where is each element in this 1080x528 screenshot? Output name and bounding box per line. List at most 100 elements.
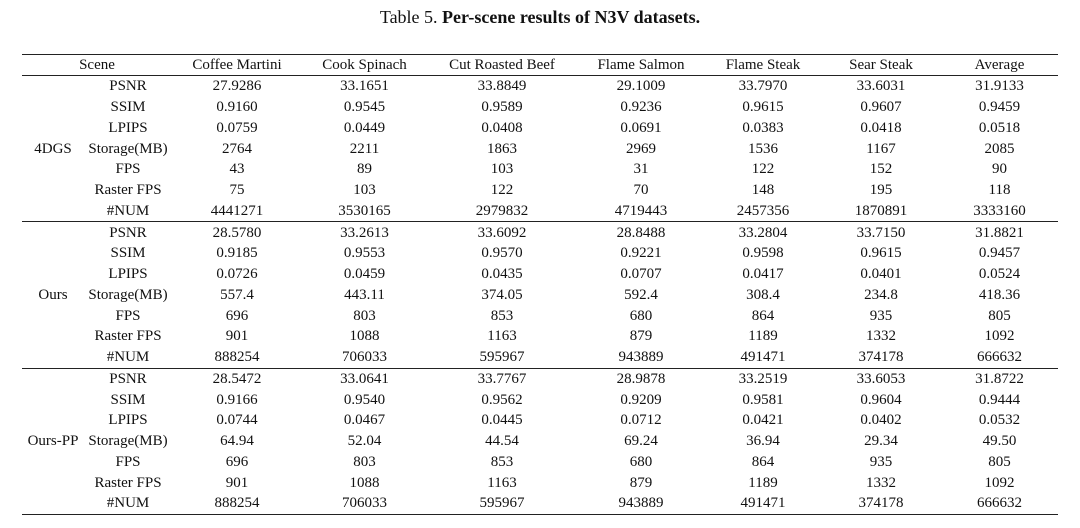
header-cell-scene: Scene <box>79 57 115 73</box>
value-cell: 103 <box>490 161 514 178</box>
value-cell: 805 <box>988 307 1011 324</box>
table-row: #NUM 888254 706033 595967 943889 491471 374178… <box>22 493 1058 514</box>
value-cell: 28.9878 <box>616 370 666 387</box>
value-cell: 33.7150 <box>856 224 906 241</box>
table-row: LPIPS 0.0744 0.0467 0.0445 0.0712 0.0421 0.040… <box>22 410 1058 431</box>
value-cell: 0.0402 <box>860 412 902 429</box>
value-cell: 33.0641 <box>340 370 389 387</box>
value-cell: 696 <box>225 453 249 470</box>
value-cell: 0.9545 <box>343 99 386 116</box>
value-cell: 0.9540 <box>343 391 386 408</box>
value-cell: 0.0691 <box>620 119 662 136</box>
value-cell: 0.0417 <box>742 266 784 283</box>
method-name-cell: 4DGS <box>34 140 72 157</box>
value-cell: 2764 <box>222 140 253 157</box>
value-cell: 0.0467 <box>343 412 386 429</box>
value-cell: 696 <box>225 307 249 324</box>
value-cell: 0.0707 <box>620 266 662 283</box>
metric-name-cell: PSNR <box>109 370 147 387</box>
value-cell: 0.0459 <box>343 266 386 283</box>
value-cell: 0.9589 <box>481 99 523 116</box>
value-cell: 64.94 <box>220 433 254 450</box>
value-cell: 595967 <box>479 349 525 366</box>
metric-name-cell: LPIPS <box>108 266 148 283</box>
value-cell: 1088 <box>349 328 380 345</box>
metric-name-cell: SSIM <box>110 391 146 408</box>
value-cell: 443.11 <box>344 286 385 303</box>
value-cell: 853 <box>490 453 514 470</box>
value-cell: 1189 <box>748 474 778 491</box>
value-cell: 0.0421 <box>742 412 784 429</box>
value-cell: 0.0445 <box>481 412 523 429</box>
value-cell: 1167 <box>866 140 896 157</box>
value-cell: 52.04 <box>347 433 382 450</box>
table-row: FPS 696 803 853 680 864 935 805 <box>22 305 1058 326</box>
value-cell: 2969 <box>626 140 657 157</box>
value-cell: 29.1009 <box>616 78 666 95</box>
metric-name-cell: #NUM <box>106 202 150 219</box>
header-cell-scene-name: Flame Salmon <box>597 57 685 73</box>
table-row: Ours-PP PSNR 28.5472 33.0641 33.7767 28.9878 3… <box>22 368 1058 449</box>
value-cell: 680 <box>629 453 653 470</box>
value-cell: 1536 <box>748 140 779 157</box>
metric-name-cell: SSIM <box>110 245 146 262</box>
value-cell: 33.7767 <box>477 370 527 387</box>
value-cell: 491471 <box>740 495 786 512</box>
value-cell: 29.34 <box>864 433 898 450</box>
value-cell: 0.0435 <box>481 266 523 283</box>
metric-name-cell: Storage(MB) <box>88 286 168 303</box>
value-cell: 805 <box>988 453 1011 470</box>
table-header: Scene Coffee Martini Cook Spinach Cut Ro… <box>22 54 1059 76</box>
value-cell: 103 <box>353 182 376 199</box>
table-row: LPIPS 0.0759 0.0449 0.0408 0.0691 0.0383 0.041… <box>22 118 1058 139</box>
header-cell-scene-name: Cook Spinach <box>322 57 407 73</box>
value-cell: 0.0383 <box>742 119 784 136</box>
value-cell: 33.6031 <box>856 78 906 95</box>
metric-name-cell: #NUM <box>106 495 150 512</box>
value-cell: 374.05 <box>481 286 523 303</box>
value-cell: 1163 <box>487 328 517 345</box>
value-cell: 2979832 <box>475 202 529 219</box>
header-cell-scene-name: Cut Roasted Beef <box>449 57 555 73</box>
value-cell: 0.9604 <box>860 391 902 408</box>
table-row: Raster FPS 75 103 122 70 148 195 118 <box>22 180 1058 201</box>
table-row: SSIM 0.9185 0.9553 0.9570 0.9221 0.9598 0.9615… <box>22 243 1058 264</box>
value-cell: 1863 <box>487 140 518 157</box>
method-group: Ours-PP PSNR 28.5472 33.0641 33.7767 28.9878 3… <box>22 368 1059 515</box>
value-cell: 888254 <box>214 495 260 512</box>
value-cell: 31.8821 <box>975 224 1024 241</box>
value-cell: 1332 <box>866 328 897 345</box>
value-cell: 943889 <box>618 495 664 512</box>
value-cell: 0.9459 <box>978 99 1021 116</box>
value-cell: 0.9160 <box>216 99 258 116</box>
value-cell: 1092 <box>984 328 1015 345</box>
value-cell: 2457356 <box>736 202 790 219</box>
header-row: Scene Coffee Martini Cook Spinach Cut Ro… <box>22 54 1059 76</box>
value-cell: 864 <box>751 307 775 324</box>
value-cell: 0.9185 <box>216 245 258 262</box>
value-cell: 33.6092 <box>477 224 527 241</box>
table-row: 4DGS PSNR 27.9286 33.1651 33.8849 29.1009 33.7… <box>22 76 1058 156</box>
value-cell: 0.0418 <box>860 119 902 136</box>
value-cell: 803 <box>353 453 376 470</box>
method-group: Ours PSNR 28.5780 33.2613 33.6092 28.8488 33.2… <box>22 222 1059 368</box>
value-cell: 0.9581 <box>742 391 784 408</box>
value-cell: 1088 <box>349 474 380 491</box>
method-group: 4DGS PSNR 27.9286 33.1651 33.8849 29.1009 33.7… <box>22 76 1059 222</box>
value-cell: 33.6053 <box>856 370 906 387</box>
value-cell: 28.8488 <box>616 224 666 241</box>
value-cell: 152 <box>869 161 893 178</box>
value-cell: 3530165 <box>338 202 391 219</box>
value-cell: 0.9615 <box>742 99 784 116</box>
value-cell: 0.9607 <box>860 99 902 116</box>
metric-name-cell: Raster FPS <box>94 328 162 345</box>
value-cell: 148 <box>751 182 775 199</box>
value-cell: 75 <box>229 182 245 199</box>
table-row: SSIM 0.9160 0.9545 0.9589 0.9236 0.9615 0.9607… <box>22 97 1058 118</box>
metric-name-cell: FPS <box>115 307 141 324</box>
value-cell: 28.5780 <box>212 224 262 241</box>
table-row: #NUM 4441271 3530165 2979832 4719443 2457356 1… <box>22 201 1058 222</box>
metric-name-cell: Raster FPS <box>94 474 162 491</box>
value-cell: 418.36 <box>978 286 1021 303</box>
